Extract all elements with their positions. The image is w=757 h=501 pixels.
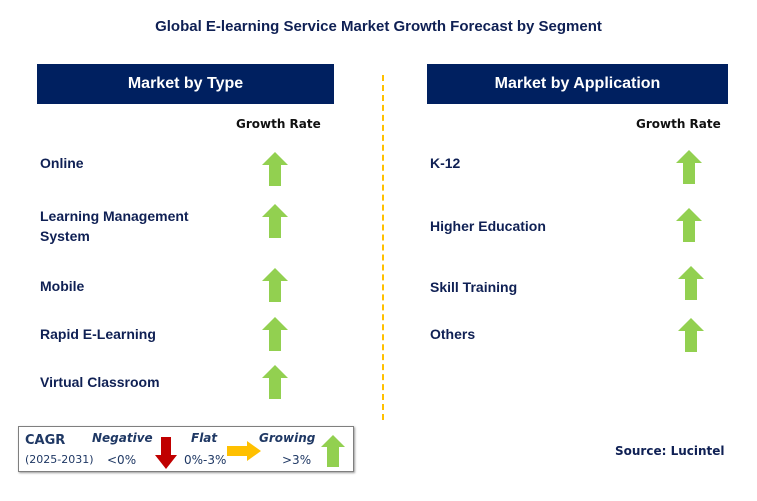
market-by-application-header: Market by Application [427, 64, 728, 104]
type-item-mobile: Mobile [40, 278, 85, 294]
up-arrow-icon [321, 435, 345, 467]
growth-rate-label: Growth Rate [236, 117, 321, 131]
source-label: Source: Lucintel [615, 444, 725, 458]
cagr-legend: CAGR (2025-2031) Negative <0% Flat 0%-3%… [18, 426, 354, 472]
up-arrow-icon [262, 204, 288, 238]
down-arrow-icon [155, 437, 177, 469]
application-item-skill-training: Skill Training [430, 279, 518, 295]
application-item-others: Others [430, 326, 476, 342]
application-item-higher-education: Higher Education [430, 218, 546, 234]
legend-negative-range: <0% [107, 453, 137, 467]
type-item-rapid-elearning: Rapid E-Learning [40, 326, 156, 342]
type-item-lms-line1: Learning Management [40, 208, 189, 224]
type-item-lms: Learning Management System [40, 206, 189, 246]
up-arrow-icon [262, 268, 288, 302]
application-item-k12: K-12 [430, 155, 461, 171]
dashed-divider [382, 75, 384, 420]
up-arrow-icon [262, 365, 288, 399]
chart-title: Global E-learning Service Market Growth … [155, 18, 602, 35]
legend-flat-label: Flat [191, 431, 218, 445]
right-arrow-icon [227, 441, 261, 461]
up-arrow-icon [678, 318, 704, 352]
legend-growing-label: Growing [259, 431, 316, 445]
market-by-type-header: Market by Type [37, 64, 334, 104]
up-arrow-icon [678, 266, 704, 300]
type-item-online: Online [40, 155, 84, 171]
legend-flat-range: 0%-3% [184, 453, 227, 467]
up-arrow-icon [262, 317, 288, 351]
type-item-virtual-classroom: Virtual Classroom [40, 374, 160, 390]
type-item-lms-line2: System [40, 228, 90, 244]
legend-growing-range: >3% [282, 453, 312, 467]
up-arrow-icon [676, 150, 702, 184]
up-arrow-icon [676, 208, 702, 242]
up-arrow-icon [262, 152, 288, 186]
legend-negative-label: Negative [92, 431, 153, 445]
legend-title: CAGR [25, 433, 66, 448]
growth-rate-label: Growth Rate [636, 117, 721, 131]
legend-period: (2025-2031) [25, 453, 94, 466]
